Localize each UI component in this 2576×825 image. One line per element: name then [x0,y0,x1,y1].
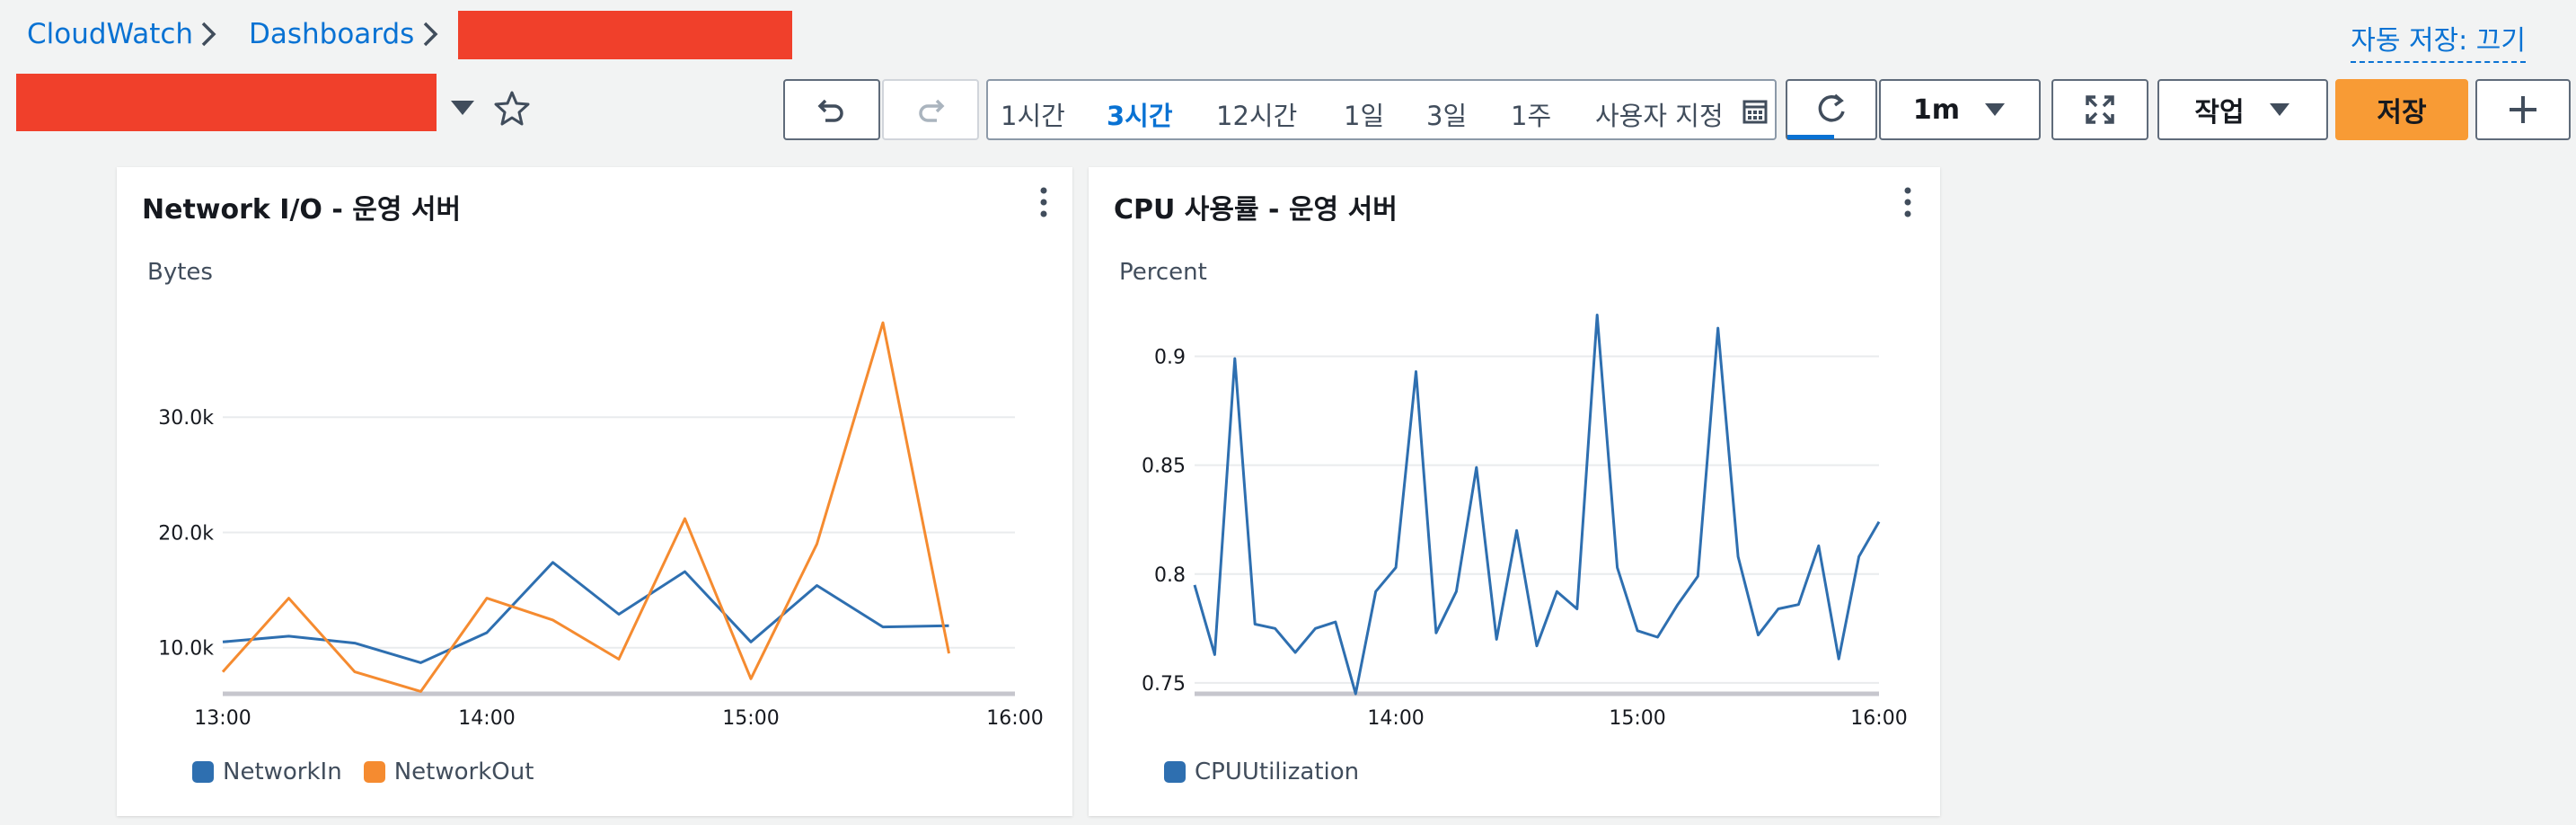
widget-title: Network I/O - 운영 서버 [142,194,462,226]
series-line-networkin[interactable] [222,561,949,664]
redo-icon [919,99,945,122]
widget-network-io: Network I/O - 운영 서버 Bytes 10.0k 20.0k 30.0… [117,167,1072,816]
legend-swatch-cpuutilization [1164,761,1186,783]
series-line-networkout[interactable] [221,321,950,693]
legend-label-cpuutilization[interactable]: CPUUtilization [1195,758,1360,785]
calendar-icon[interactable] [1742,99,1768,124]
y-tick-label: 10.0k [158,638,214,661]
x-tick-label: 16:00 [986,707,1043,730]
network-io-chart: 10.0k 20.0k 30.0k 13:00 14:00 15:00 16:00 [158,321,1044,730]
chart-legend: CPUUtilization [1164,758,1359,785]
undo-button[interactable] [783,79,880,140]
redacted-dashboard-crumb [458,11,792,59]
redacted-dashboard-title [16,74,437,131]
legend-label-networkin[interactable]: NetworkIn [223,758,342,785]
chevron-right-icon [423,22,438,47]
legend-label-networkout[interactable]: NetworkOut [393,758,534,785]
y-tick-label: 20.0k [158,522,214,545]
autosave-toggle[interactable]: 자동 저장: 끄기 [2351,18,2526,63]
kebab-menu-icon[interactable] [1904,187,1911,217]
refresh-interval-dropdown[interactable]: 1m [1879,79,2041,140]
time-range-1w[interactable]: 1주 [1511,101,1552,131]
caret-down-icon [1985,103,2006,116]
widget-cpu-utilization: CPU 사용률 - 운영 서버 Percent 0.75 0.8 0.85 0.9 14… [1089,167,1940,816]
time-range-3d[interactable]: 3일 [1426,101,1468,131]
legend-swatch-networkout [363,761,385,783]
x-tick-label: 14:00 [458,707,515,730]
save-button[interactable]: 저장 [2335,79,2468,140]
fullscreen-button[interactable] [2051,79,2148,140]
breadcrumb-dashboards[interactable]: Dashboards [249,18,415,50]
cpu-utilization-chart: 0.75 0.8 0.85 0.9 14:00 15:00 16:00 [1142,314,1908,730]
y-tick-label: 30.0k [158,407,214,430]
x-tick-label: 15:00 [722,707,779,730]
time-range-custom[interactable]: 사용자 지정 [1595,101,1724,131]
refresh-button[interactable] [1786,79,1877,140]
x-tick-label: 14:00 [1367,707,1424,730]
expand-icon [2086,95,2114,124]
kebab-menu-icon[interactable] [1040,187,1047,217]
undo-icon [817,99,843,122]
save-label: 저장 [2377,97,2427,129]
refresh-interval-value: 1m [1912,93,1961,126]
actions-label: 작업 [2194,97,2245,129]
plus-icon [2510,96,2536,123]
time-range-3h[interactable]: 3시간 [1107,101,1173,131]
x-tick-label: 16:00 [1850,707,1907,730]
legend-swatch-networkin [192,761,214,783]
y-tick-label: 0.8 [1154,564,1186,587]
y-tick-label: 0.75 [1142,673,1186,696]
chart-legend: NetworkIn NetworkOut [192,758,534,785]
actions-dropdown[interactable]: 작업 [2157,79,2328,140]
star-icon[interactable] [494,90,530,126]
y-tick-label: 0.9 [1154,347,1186,369]
time-range-12h[interactable]: 12시간 [1216,101,1298,131]
breadcrumb-cloudwatch[interactable]: CloudWatch [27,18,194,50]
x-tick-label: 13:00 [194,707,251,730]
caret-down-icon [2269,103,2289,116]
x-tick-label: 15:00 [1609,707,1665,730]
series-line-cpuutilization[interactable] [1193,314,1881,696]
y-axis-unit-label: Percent [1119,259,1207,286]
caret-down-icon[interactable] [449,99,476,117]
widget-title: CPU 사용률 - 운영 서버 [1114,194,1398,226]
time-range-selector: 1시간 3시간 12시간 1일 3일 1주 사용자 지정 [986,79,1777,140]
y-tick-label: 0.85 [1142,456,1186,478]
refresh-progress-indicator [1787,135,1834,139]
add-widget-button[interactable] [2475,79,2571,140]
chevron-right-icon [201,22,216,47]
redo-button[interactable] [882,79,979,140]
y-axis-unit-label: Bytes [147,259,213,286]
time-range-1h[interactable]: 1시간 [1001,101,1065,131]
time-range-1d[interactable]: 1일 [1344,101,1385,131]
refresh-icon [1818,93,1845,122]
